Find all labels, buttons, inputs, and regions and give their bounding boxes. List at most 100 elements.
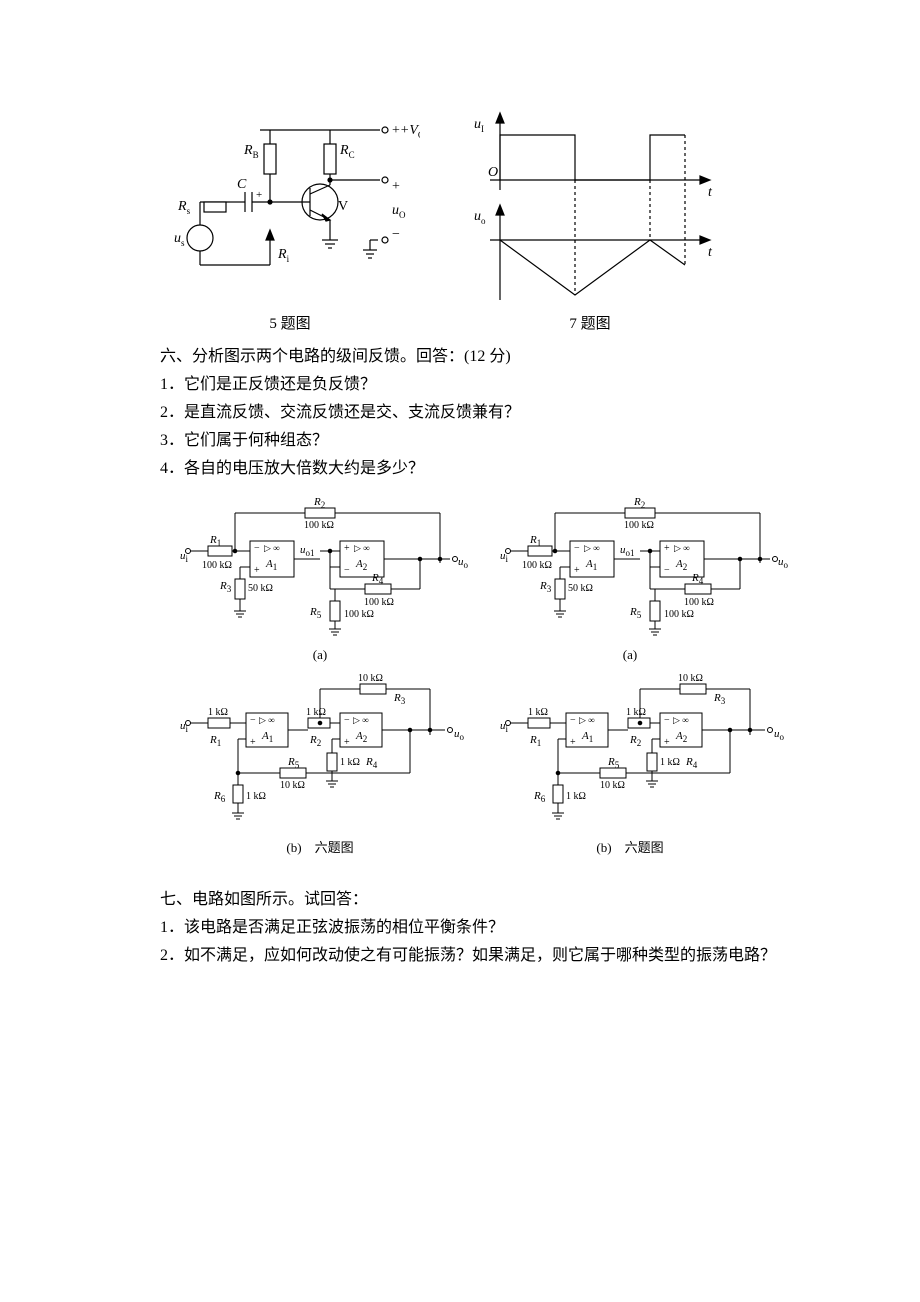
svg-text:50 kΩ: 50 kΩ xyxy=(248,583,273,594)
circuit-a-right: R2 100 kΩ R1 100 kΩ ui − + ▷ ∞ A1 uo1 + … xyxy=(500,493,790,643)
svg-text:▷ ∞: ▷ ∞ xyxy=(584,543,600,553)
svg-text:Ri: Ri xyxy=(277,247,290,264)
svg-text:+: + xyxy=(664,737,670,748)
figure-5-caption: 5 题图 xyxy=(160,312,420,333)
svg-text:ui: ui xyxy=(500,720,509,734)
svg-text:uo: uo xyxy=(458,556,469,570)
svg-text:100 kΩ: 100 kΩ xyxy=(664,609,694,620)
svg-text:−: − xyxy=(664,565,670,576)
svg-text:RB: RB xyxy=(243,143,259,160)
svg-text:−: − xyxy=(344,565,350,576)
svg-text:▷ ∞: ▷ ∞ xyxy=(259,715,275,725)
svg-text:50 kΩ: 50 kΩ xyxy=(568,583,593,594)
section-6-q3: 3．它们属于何种组态？ xyxy=(160,427,790,455)
figure-7-caption: 7 题图 xyxy=(460,312,720,333)
svg-text:−: − xyxy=(574,543,580,554)
svg-text:10 kΩ: 10 kΩ xyxy=(678,673,703,684)
svg-text:R6: R6 xyxy=(533,790,546,804)
circuits-b-row: 10 kΩ R3 1 kΩ ui R1 − + ▷ ∞ A1 1 kΩ R2 −… xyxy=(180,673,790,833)
svg-text:uI: uI xyxy=(474,117,484,134)
circuits-a-row: R2 100 kΩ R1 100 kΩ ui − + ▷ ∞ A1 uo1 + … xyxy=(180,493,790,643)
svg-text:R1: R1 xyxy=(209,734,221,748)
svg-text:A2: A2 xyxy=(675,730,687,744)
svg-text:ui: ui xyxy=(500,550,509,564)
section-7-q2: 2．如不满足，应如何改动使之有可能振荡？如果满足，则它属于哪种类型的振荡电路？ xyxy=(160,942,790,970)
circuit-a-left: R2 100 kΩ R1 100 kΩ ui − + ▷ ∞ A1 uo1 + … xyxy=(180,493,470,643)
svg-text:R1: R1 xyxy=(529,734,541,748)
section-7-q1: 1．该电路是否满足正弦波振荡的相位平衡条件？ xyxy=(160,914,790,942)
section-7-title: 七、电路如图所示。试回答： xyxy=(160,886,790,914)
section-6-text: 六、分析图示两个电路的级间反馈。回答：(12 分) 1．它们是正反馈还是负反馈？… xyxy=(160,343,790,483)
svg-text:100 kΩ: 100 kΩ xyxy=(624,520,654,531)
figure-5-svg: ++VCC RB RC C + V + uO − Rs us Ri xyxy=(160,110,420,310)
svg-text:R4: R4 xyxy=(365,756,378,770)
svg-text:▷ ∞: ▷ ∞ xyxy=(674,543,690,553)
svg-text:RC: RC xyxy=(339,143,355,160)
svg-text:t: t xyxy=(708,245,713,260)
svg-text:R3: R3 xyxy=(713,692,726,706)
svg-text:R1: R1 xyxy=(529,534,541,548)
svg-text:A2: A2 xyxy=(355,730,367,744)
svg-text:R5: R5 xyxy=(629,606,642,620)
circuit-b-right: 10 kΩ R3 1 kΩ ui R1 − + ▷ ∞ A1 1 kΩ R2 −… xyxy=(500,673,790,833)
svg-text:A2: A2 xyxy=(675,558,687,572)
svg-text:+: + xyxy=(344,543,350,554)
figure-7-svg: uI O t uo t xyxy=(460,110,720,310)
svg-text:A1: A1 xyxy=(585,558,597,572)
svg-text:▷ ∞: ▷ ∞ xyxy=(354,543,370,553)
svg-text:▷ ∞: ▷ ∞ xyxy=(673,715,689,725)
svg-text:1 kΩ: 1 kΩ xyxy=(246,791,266,802)
captions-5-7: 5 题图 7 题图 xyxy=(160,312,790,333)
svg-text:−: − xyxy=(250,715,256,726)
svg-text:100 kΩ: 100 kΩ xyxy=(304,520,334,531)
svg-text:R4: R4 xyxy=(371,572,384,586)
section-6-title: 六、分析图示两个电路的级间反馈。回答：(12 分) xyxy=(160,343,790,371)
circuit-b-left: 10 kΩ R3 1 kΩ ui R1 − + ▷ ∞ A1 1 kΩ R2 −… xyxy=(180,673,470,833)
svg-text:uo: uo xyxy=(778,556,789,570)
svg-text:▷ ∞: ▷ ∞ xyxy=(579,715,595,725)
svg-text:t: t xyxy=(708,185,713,200)
svg-text:+: + xyxy=(344,737,350,748)
svg-text:10 kΩ: 10 kΩ xyxy=(358,673,383,684)
svg-text:1 kΩ: 1 kΩ xyxy=(626,707,646,718)
svg-text:uo1: uo1 xyxy=(300,544,315,558)
svg-text:R6: R6 xyxy=(213,790,226,804)
svg-text:R5: R5 xyxy=(309,606,322,620)
svg-text:ui: ui xyxy=(180,550,189,564)
svg-text:A2: A2 xyxy=(355,558,367,572)
svg-text:1 kΩ: 1 kΩ xyxy=(208,707,228,718)
svg-text:R2: R2 xyxy=(629,734,641,748)
svg-text:A1: A1 xyxy=(261,730,273,744)
svg-text:100 kΩ: 100 kΩ xyxy=(364,597,394,608)
svg-text:R3: R3 xyxy=(393,692,406,706)
svg-text:100 kΩ: 100 kΩ xyxy=(522,560,552,571)
svg-text:+: + xyxy=(392,179,400,194)
svg-text:R1: R1 xyxy=(209,534,221,548)
svg-text:A1: A1 xyxy=(265,558,277,572)
svg-text:+: + xyxy=(250,737,256,748)
svg-text:uo: uo xyxy=(474,209,486,226)
svg-text:ui: ui xyxy=(180,720,189,734)
svg-text:R5: R5 xyxy=(287,756,300,770)
svg-text:R2: R2 xyxy=(309,734,321,748)
circuits-a-captions: (a) (a) xyxy=(180,647,790,663)
svg-text:+: + xyxy=(254,565,260,576)
svg-text:uo: uo xyxy=(774,728,785,742)
svg-text:A1: A1 xyxy=(581,730,593,744)
section-6-q4: 4．各自的电压放大倍数大约是多少？ xyxy=(160,455,790,483)
svg-text:▷ ∞: ▷ ∞ xyxy=(353,715,369,725)
svg-text:100 kΩ: 100 kΩ xyxy=(684,597,714,608)
svg-text:R3: R3 xyxy=(219,580,232,594)
figures-5-7-row: ++VCC RB RC C + V + uO − Rs us Ri xyxy=(160,110,790,310)
svg-text:100 kΩ: 100 kΩ xyxy=(202,560,232,571)
svg-text:uo1: uo1 xyxy=(620,544,635,558)
svg-text:1 kΩ: 1 kΩ xyxy=(660,757,680,768)
svg-text:−: − xyxy=(254,543,260,554)
section-6-q1: 1．它们是正反馈还是负反馈？ xyxy=(160,371,790,399)
svg-text:O: O xyxy=(488,165,498,180)
svg-text:us: us xyxy=(174,231,185,248)
section-6-q2: 2．是直流反馈、交流反馈还是交、支流反馈兼有？ xyxy=(160,399,790,427)
svg-text:−: − xyxy=(344,715,350,726)
svg-text:R2: R2 xyxy=(313,496,325,510)
svg-text:R4: R4 xyxy=(685,756,698,770)
